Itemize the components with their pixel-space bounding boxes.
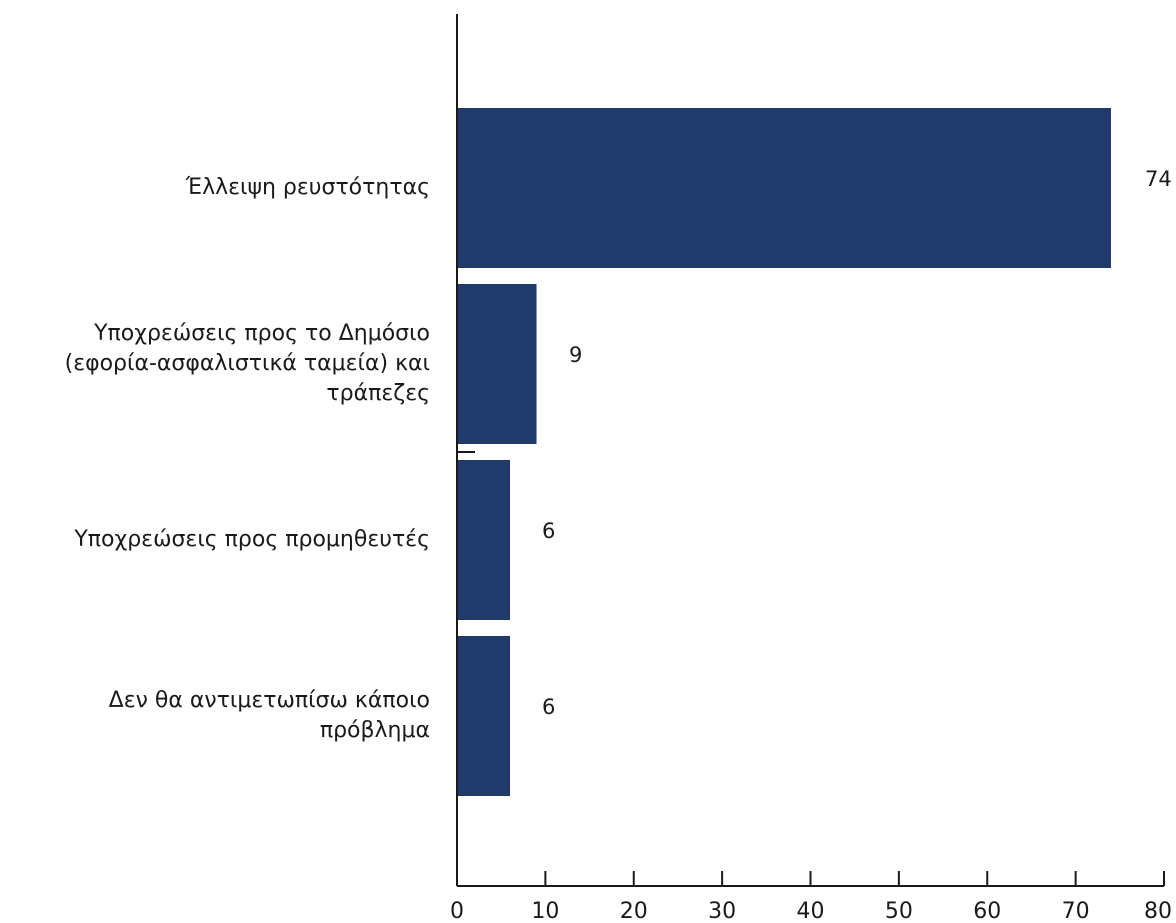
category-label-0: Έλλειψη ρευστότητας xyxy=(185,175,430,200)
data-label-1: 9 xyxy=(569,343,582,367)
x-tick-label-30: 30 xyxy=(708,899,736,923)
bar-0 xyxy=(457,108,1111,268)
x-tick-label-40: 40 xyxy=(797,899,825,923)
data-label-3: 6 xyxy=(542,695,555,719)
bar-2 xyxy=(457,460,511,620)
category-label-2-line-0: Υποχρεώσεις προς προμηθευτές xyxy=(73,527,430,552)
x-tick-label-70: 70 xyxy=(1062,899,1090,923)
category-label-3: Δεν θα αντιμετωπίσω κάποιο πρόβλημα xyxy=(109,688,430,743)
axes-group: 0 10 20 30 40 50 60 70 80 xyxy=(450,14,1172,923)
category-label-0-line-0: Έλλειψη ρευστότητας xyxy=(185,175,430,200)
x-tick-label-80: 80 xyxy=(1144,899,1172,923)
data-label-0: 74 xyxy=(1145,167,1172,191)
x-tick-label-50: 50 xyxy=(885,899,913,923)
category-label-2: Υποχρεώσεις προς προμηθευτές xyxy=(73,527,430,552)
x-tick-label-0: 0 xyxy=(450,899,464,923)
x-tick-label-20: 20 xyxy=(620,899,648,923)
category-label-1-line-1: (εφορία-ασφαλιστικά ταμεία) και xyxy=(65,351,430,376)
x-tick-label-10: 10 xyxy=(531,899,559,923)
data-labels-group: 74 9 6 6 xyxy=(542,167,1172,719)
category-label-1: Υποχρεώσεις προς το Δημόσιο (εφορία-ασφαλ… xyxy=(65,321,430,406)
category-labels-group: Έλλειψη ρευστότητας Υποχρεώσεις προς το Δ… xyxy=(65,175,430,743)
bars-group xyxy=(457,108,1111,796)
category-label-3-line-0: Δεν θα αντιμετωπίσω κάποιο xyxy=(109,688,430,713)
bar-3 xyxy=(457,636,511,796)
data-label-2: 6 xyxy=(542,519,555,543)
category-label-1-line-0: Υποχρεώσεις προς το Δημόσιο xyxy=(93,321,430,346)
category-label-3-line-1: πρόβλημα xyxy=(320,718,430,743)
bar-1 xyxy=(457,284,537,444)
category-label-1-line-2: τράπεζες xyxy=(326,381,430,406)
x-tick-label-60: 60 xyxy=(973,899,1001,923)
